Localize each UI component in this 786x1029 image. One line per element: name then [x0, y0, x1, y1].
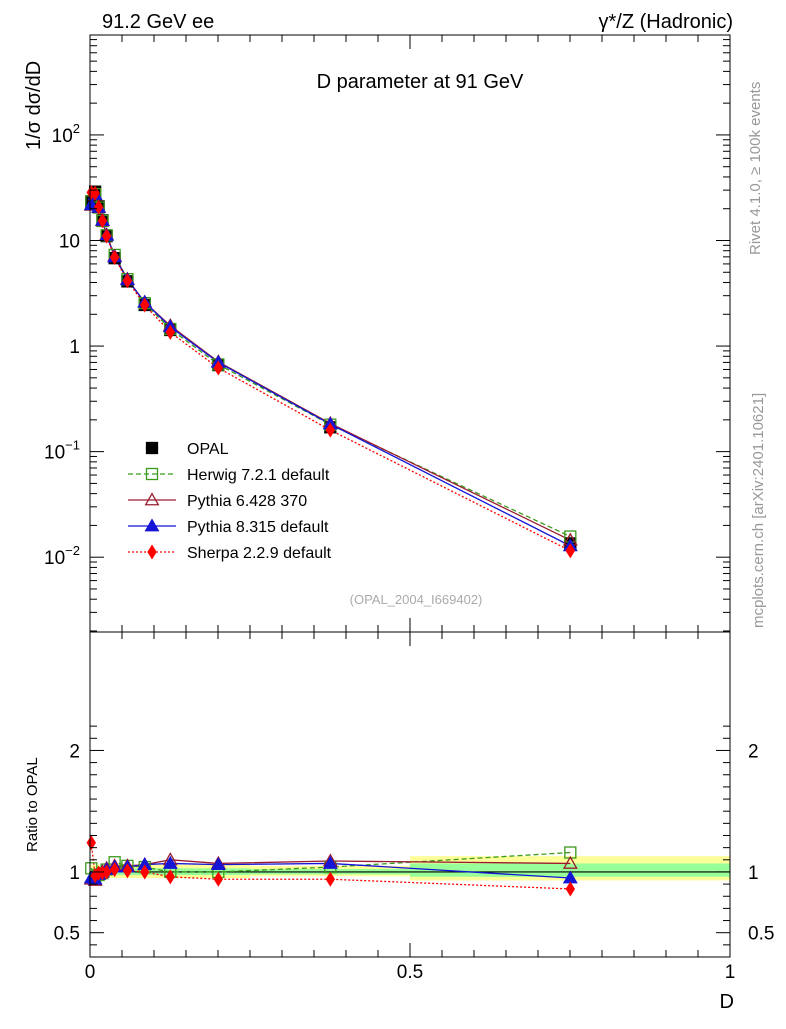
legend-label-pythia-6-428-370: Pythia 6.428 370 — [187, 493, 307, 510]
legend-marker-herwig-7-2-1-default — [145, 467, 159, 481]
main-plot-title: D parameter at 91 GeV — [317, 71, 524, 93]
main-point-sherpa-2-2-9-default — [565, 543, 576, 559]
ratio-y-tick-label-left: 1 — [69, 863, 80, 884]
ratio-plot-panel: 0.5 0.51 12 20 0.5 1 Ratio to OPAL D — [24, 631, 774, 1013]
main-point-sherpa-2-2-9-default — [122, 273, 133, 289]
ratio-point-sherpa-2-2-9-default — [122, 863, 133, 879]
rivet-version-label: Rivet 4.1.0, ≥ 100k events — [747, 82, 764, 255]
legend: OPAL Herwig 7.2.1 default Pythia 6.428 370… — [128, 441, 332, 562]
ratio-point-sherpa-2-2-9-default — [86, 835, 96, 851]
legend-marker-pythia-6-428-370 — [144, 492, 160, 506]
header-right-label: γ*/Z (Hadronic) — [599, 11, 733, 33]
ratio-plot-ylabel: Ratio to OPAL — [24, 757, 41, 852]
ratio-y-tick-label-left: 0.5 — [54, 924, 80, 945]
main-line-sherpa-2-2-9-default — [91, 191, 571, 552]
main-line-herwig-7-2-1-default — [90, 192, 571, 538]
main-plot-ylabel: 1/σ dσ/dD — [23, 61, 45, 150]
ratio-y-tick-label-right: 0.5 — [748, 924, 774, 945]
main-point-sherpa-2-2-9-default — [101, 228, 112, 244]
ratio-point-sherpa-2-2-9-default — [213, 871, 224, 887]
ratio-point-sherpa-2-2-9-default — [140, 864, 150, 880]
ratio-point-pythia-8-315-default — [210, 857, 226, 871]
main-point-sherpa-2-2-9-default — [213, 360, 224, 376]
ratio-point-pythia-8-315-default — [162, 855, 178, 869]
ratio-y-tick-label-right: 1 — [748, 863, 759, 884]
x-tick-label: 0 — [85, 962, 96, 983]
main-plot-panel: 10−2 10−1 1 10 102 D parameter at 91 GeV 1/σ… — [23, 34, 731, 633]
x-tick-label: 1 — [725, 962, 736, 983]
legend-label-opal: OPAL — [187, 441, 229, 458]
legend-marker-opal — [145, 441, 159, 455]
header-left-label: 91.2 GeV ee — [102, 11, 214, 33]
main-y-tick-label: 102 — [52, 121, 80, 147]
x-axis-label: D — [720, 991, 734, 1013]
main-point-sherpa-2-2-9-default — [109, 249, 120, 266]
main-point-sherpa-2-2-9-default — [97, 213, 108, 229]
main-y-tick-label: 1 — [69, 337, 80, 358]
watermark-label: (OPAL_2004_I669402) — [350, 592, 483, 607]
legend-label-sherpa-2-2-9-default: Sherpa 2.2.9 default — [187, 545, 332, 562]
ratio-point-sherpa-2-2-9-default — [325, 871, 336, 887]
ratio-point-pythia-8-315-default — [322, 855, 338, 869]
main-line-pythia-6-428-370 — [90, 192, 571, 541]
mcplots-label: mcplots.cern.ch [arXiv:2401.10621] — [750, 393, 767, 628]
ratio-point-sherpa-2-2-9-default — [565, 881, 576, 897]
ratio-y-tick-label-left: 2 — [69, 741, 80, 762]
main-y-tick-label: 10 — [59, 231, 80, 252]
main-point-sherpa-2-2-9-default — [325, 422, 336, 438]
main-y-tick-label: 10−2 — [44, 543, 80, 569]
main-point-sherpa-2-2-9-default — [93, 199, 104, 215]
ratio-point-pythia-6-428-370 — [562, 855, 578, 869]
legend-marker-sherpa-2-2-9-default — [147, 544, 157, 560]
ratio-point-sherpa-2-2-9-default — [101, 864, 112, 880]
main-point-sherpa-2-2-9-default — [140, 297, 150, 313]
main-line-pythia-8-315-default — [90, 192, 571, 547]
legend-marker-pythia-8-315-default — [144, 518, 160, 532]
ratio-plot-frame — [89, 631, 731, 958]
main-plot-frame — [89, 34, 731, 633]
legend-label-herwig-7-2-1-default: Herwig 7.2.1 default — [187, 467, 330, 484]
main-y-tick-label: 10−1 — [44, 438, 80, 464]
x-tick-label: 0.5 — [397, 962, 423, 983]
ratio-line-herwig-7-2-1-default — [90, 851, 571, 880]
legend-label-pythia-8-315-default: Pythia 8.315 default — [187, 519, 329, 536]
ratio-point-sherpa-2-2-9-default — [165, 869, 176, 885]
main-point-sherpa-2-2-9-default — [165, 324, 176, 340]
ratio-point-sherpa-2-2-9-default — [109, 861, 120, 878]
ratio-y-tick-label-right: 2 — [748, 741, 759, 762]
